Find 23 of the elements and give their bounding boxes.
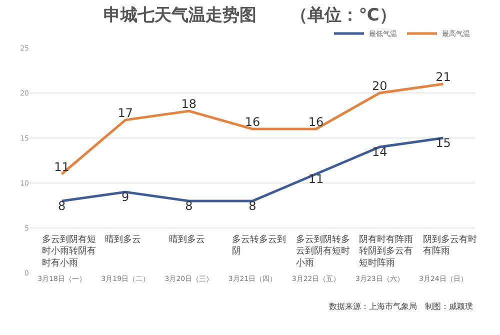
data-label: 11 <box>308 172 324 186</box>
data-label: 9 <box>122 190 130 204</box>
annotation: 多云到阴转多云到阴有短时小雨 <box>296 234 350 268</box>
data-label: 8 <box>185 199 193 213</box>
data-label: 14 <box>372 145 388 159</box>
data-label: 20 <box>372 79 388 93</box>
data-label: 15 <box>436 136 451 150</box>
source-note: 数据来源：上海市气象局 制图：戚颖璞 <box>329 302 473 311</box>
chart-title: 申城七天气温走势图 （单位：℃） <box>104 5 396 26</box>
data-label: 8 <box>248 199 256 213</box>
data-label: 17 <box>118 106 133 120</box>
data-label: 16 <box>244 115 260 129</box>
data-label: 11 <box>54 160 70 174</box>
annotation: 晴到多云 <box>169 234 205 245</box>
annotation: 多云到阴有短时小雨转阴有时有小雨 <box>42 234 96 268</box>
annotation: 晴到多云 <box>105 234 141 245</box>
data-label: 18 <box>181 97 197 111</box>
data-label: 8 <box>58 199 66 213</box>
data-label: 16 <box>308 115 324 129</box>
annotation: 阴有时有阵雨转阴到多云有短时阵雨 <box>359 234 413 268</box>
annotation: 阴到多云有时有阵雨 <box>423 234 477 257</box>
data-label: 21 <box>436 70 451 84</box>
annotation: 多云转多云到阴 <box>232 234 286 257</box>
